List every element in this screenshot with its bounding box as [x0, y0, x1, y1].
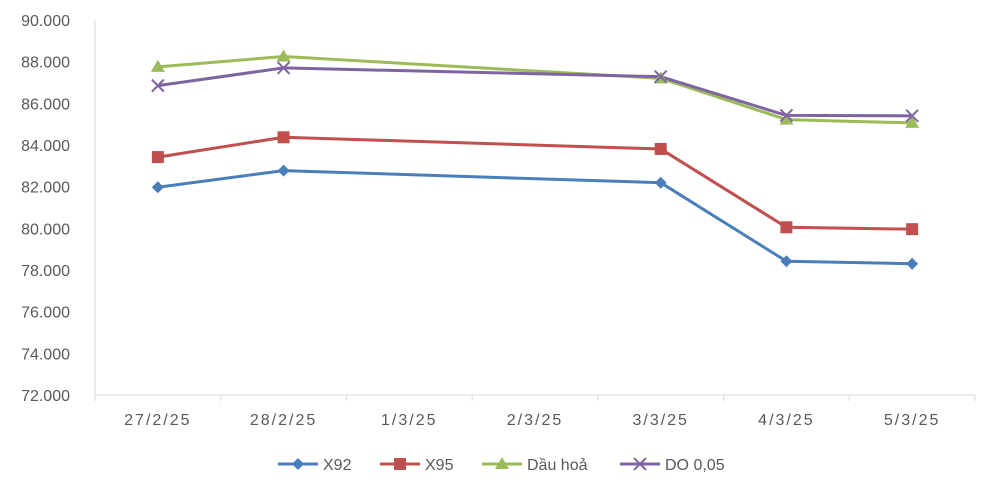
data-point-marker: [277, 164, 290, 177]
y-tick-label: 88.000: [21, 55, 70, 72]
legend-marker: [495, 457, 509, 469]
data-point-marker: [277, 131, 290, 144]
data-point-marker: [905, 109, 919, 123]
legend-label: X92: [323, 457, 352, 474]
x-tick-label: 3/3/25: [632, 412, 688, 429]
data-point-marker: [654, 69, 668, 84]
data-point-marker: [151, 151, 164, 164]
x-tick-label: 2/3/25: [507, 412, 563, 429]
data-point-marker: [276, 49, 291, 62]
series-line-4: [157, 66, 913, 118]
data-point-marker: [906, 257, 919, 270]
series-line-1: [157, 169, 913, 266]
data-point-marker: [779, 112, 794, 125]
legend-label: Dầu hoả: [527, 457, 588, 474]
data-point-marker: [905, 115, 920, 128]
y-tick-label: 72.000: [21, 388, 70, 405]
data-point-marker: [654, 176, 667, 189]
series-line-3: [157, 54, 913, 125]
y-tick-label: 84.000: [21, 138, 70, 155]
data-point-marker: [780, 255, 793, 268]
data-point-marker: [276, 61, 291, 75]
series-line-2: [157, 135, 913, 231]
legend-marker: [292, 458, 304, 470]
x-tick-label: 28/2/25: [250, 412, 317, 429]
x-tick-label: 4/3/25: [758, 412, 814, 429]
legend-marker: [633, 457, 647, 471]
y-tick-label: 78.000: [21, 263, 70, 280]
x-tick-label: 5/3/25: [884, 412, 940, 429]
series-markers: [150, 49, 920, 270]
legend: X92 X95 Dầu hoả DO 0,05: [278, 457, 725, 474]
data-point-marker: [780, 221, 793, 234]
x-tick-label: 27/2/25: [124, 412, 191, 429]
y-tick-label: 76.000: [21, 305, 70, 322]
data-point-marker: [906, 223, 919, 236]
y-axis: 72.000 74.000 76.000 78.000 80.000 82.000 84.0…: [21, 13, 96, 405]
legend-label: X95: [425, 457, 454, 474]
data-point-marker: [654, 142, 667, 155]
y-tick-label: 90.000: [21, 13, 70, 30]
legend-marker: [394, 458, 406, 470]
legend-label: DO 0,05: [665, 457, 725, 474]
series-lines: [157, 54, 913, 266]
data-point-marker: [151, 78, 165, 93]
y-tick-label: 82.000: [21, 180, 70, 197]
y-tick-label: 80.000: [21, 221, 70, 238]
x-tick-label: 1/3/25: [381, 412, 437, 429]
data-point-marker: [779, 108, 794, 123]
y-tick-label: 74.000: [21, 346, 70, 363]
data-point-marker: [151, 181, 164, 194]
data-point-marker: [150, 59, 165, 72]
y-tick-label: 86.000: [21, 96, 70, 113]
x-axis: 27/2/25 28/2/25 1/3/25 2/3/25 3/3/25 4/3/25 5/…: [94, 394, 976, 429]
